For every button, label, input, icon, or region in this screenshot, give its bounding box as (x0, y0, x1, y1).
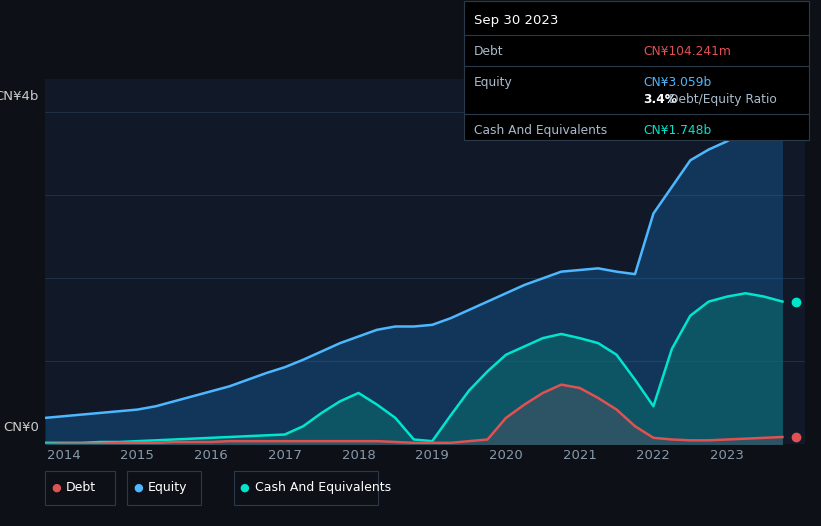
Text: ●: ● (240, 483, 250, 493)
Text: ●: ● (51, 483, 61, 493)
Text: Debt/Equity Ratio: Debt/Equity Ratio (669, 94, 777, 106)
Text: Equity: Equity (474, 76, 512, 89)
Text: Debt: Debt (474, 45, 503, 58)
Text: Debt: Debt (66, 481, 96, 494)
Text: CN¥104.241m: CN¥104.241m (643, 45, 731, 58)
Text: Equity: Equity (148, 481, 187, 494)
Text: Sep 30 2023: Sep 30 2023 (474, 14, 558, 26)
Text: CN¥3.059b: CN¥3.059b (643, 76, 712, 89)
Text: CN¥1.748b: CN¥1.748b (643, 124, 712, 137)
Text: ●: ● (133, 483, 143, 493)
Text: Cash And Equivalents: Cash And Equivalents (474, 124, 607, 137)
Text: CN¥4b: CN¥4b (0, 90, 39, 103)
Text: 3.4%: 3.4% (643, 94, 677, 106)
Text: CN¥0: CN¥0 (3, 420, 39, 433)
Text: Cash And Equivalents: Cash And Equivalents (255, 481, 391, 494)
